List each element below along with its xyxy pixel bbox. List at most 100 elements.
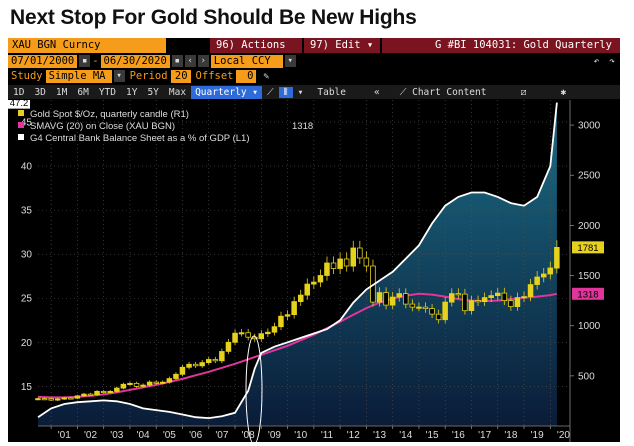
edit-menu[interactable]: 97) Edit ▾ [304, 38, 380, 53]
x-tick-label: '16 [452, 430, 465, 441]
redo-icon[interactable]: ↷ [609, 55, 615, 67]
range-1m[interactable]: 1M [55, 86, 68, 98]
candle-body [534, 276, 540, 285]
actions-menu[interactable]: 96) Actions ▾ [210, 38, 302, 66]
x-tick-label: '17 [478, 430, 491, 441]
candle-body [501, 292, 508, 302]
gold-value-flag [572, 241, 604, 254]
candle-body [159, 381, 166, 384]
candle-body [435, 313, 442, 321]
range-5y[interactable]: 5Y [147, 86, 159, 98]
x-tick-label: '15 [426, 430, 439, 441]
candle-body [343, 258, 350, 267]
study-select[interactable]: Simple MA [45, 69, 112, 83]
cb-line [37, 102, 558, 420]
left-tick-label: 25 [21, 294, 33, 305]
candle-body [297, 294, 304, 303]
range-3d[interactable]: 3D [34, 86, 46, 98]
x-tick-label: '12 [347, 430, 360, 441]
edit-chart-icon[interactable]: ⧄ [520, 86, 527, 98]
frequency-select[interactable]: Quarterly ▾ [191, 85, 262, 99]
candle-body [179, 366, 186, 375]
candle-body [455, 293, 462, 296]
candle-body [41, 398, 48, 401]
candle-body [481, 297, 488, 303]
candle-body [94, 390, 100, 396]
cb-area-layer [38, 102, 557, 426]
candle-body [166, 378, 173, 383]
legend: Gold Spot $/Oz, quarterly candle (R1) SM… [18, 109, 313, 144]
chevron-left-icon[interactable]: ‹ [184, 55, 196, 67]
candle-body [547, 267, 554, 275]
dropdown-arrow-icon: ▾ [366, 39, 374, 51]
left-tick-label: 45 [21, 118, 33, 129]
candle-body [554, 246, 560, 269]
candle-body [330, 262, 337, 269]
x-tick-label: '08 [242, 430, 255, 441]
candle-body [284, 314, 291, 317]
chevron-right-icon[interactable]: › [197, 55, 209, 67]
range-6m[interactable]: 6M [77, 86, 89, 98]
candle-body [127, 382, 133, 385]
candle-body [442, 301, 448, 321]
undo-icon[interactable]: ↶ [593, 55, 600, 67]
chart-content-button[interactable]: ⟋ Chart Content [395, 87, 492, 98]
line-chart-icon[interactable]: ⟋ [267, 86, 274, 98]
calendar-icon[interactable]: ▪ [171, 55, 183, 67]
candle-body [153, 381, 159, 384]
chart-icon: ⟋ [399, 86, 413, 98]
period-field[interactable]: 20 [170, 69, 191, 83]
right-tick-label: 2500 [578, 171, 601, 182]
candle-body [383, 292, 389, 306]
study-row: Study Simple MA ▾ Period 20 Offset 0 ✎ [8, 69, 620, 83]
candle-body [146, 381, 153, 386]
range-1y[interactable]: 1Y [125, 86, 138, 98]
candle-body [448, 293, 455, 303]
range-1d[interactable]: 1D [13, 86, 25, 98]
dropdown-arrow-icon[interactable]: ▾ [297, 86, 304, 98]
offset-field[interactable]: 0 [236, 69, 257, 83]
currency-select[interactable]: Local CCY [210, 54, 283, 68]
bloomberg-chart-panel: XAU BGN Curncy 96) Actions ▾ 97) Edit ▾ … [8, 38, 620, 442]
candle-body [494, 292, 501, 297]
candle-body [54, 398, 61, 401]
candle-body [133, 382, 140, 387]
legend-gold-label: Gold Spot $/Oz, quarterly candle (R1) [30, 109, 189, 120]
offset-label: Offset [195, 70, 234, 82]
gold-value-flag-label: 1781 [577, 243, 598, 254]
dropdown-arrow-icon[interactable]: ▾ [284, 55, 296, 67]
axes-layer: 15 20 25 30 35 40 45 500 1000 1500 2000 2500 3000 '01… [8, 100, 604, 442]
right-tick-label: 3000 [578, 121, 601, 132]
legend-sma-value: 1318 [292, 121, 313, 132]
start-date-field[interactable]: 07/01/2000 [8, 54, 78, 68]
range-max[interactable]: Max [168, 86, 187, 98]
candle-body [402, 293, 409, 305]
candle-body [389, 296, 396, 306]
security-field[interactable]: XAU BGN Curncy [8, 38, 166, 53]
cb-value-flag-label: 47.2 [10, 100, 29, 109]
legend-sma-swatch [18, 122, 24, 128]
candle-chart-icon[interactable]: ⫴ [278, 86, 293, 98]
end-date-field[interactable]: 06/30/2020 [100, 54, 170, 68]
chart-content-label: Chart Content [412, 86, 487, 98]
right-tick-label: 1000 [578, 321, 601, 332]
right-tick-label: 2000 [578, 221, 601, 232]
actions-label: 96) Actions [216, 39, 286, 51]
candle-body [278, 315, 284, 328]
candle-body [74, 395, 81, 399]
pencil-icon[interactable]: ✎ [263, 70, 270, 82]
x-tick-label: '20 [557, 430, 570, 441]
gear-icon[interactable]: ✱ [560, 86, 567, 98]
x-tick-label: '03 [110, 430, 123, 441]
range-ytd[interactable]: YTD [98, 86, 116, 98]
candle-body [251, 336, 258, 340]
collapse-icon[interactable]: « [374, 86, 380, 98]
candle-body [61, 397, 68, 400]
candle-body [527, 284, 534, 298]
right-tick-label: 1500 [578, 271, 601, 282]
calendar-icon[interactable]: ▪ [79, 55, 91, 67]
candle-body [258, 333, 264, 340]
table-button[interactable]: Table [317, 86, 346, 98]
dropdown-arrow-icon[interactable]: ▾ [113, 70, 125, 82]
candle-body [396, 293, 402, 298]
